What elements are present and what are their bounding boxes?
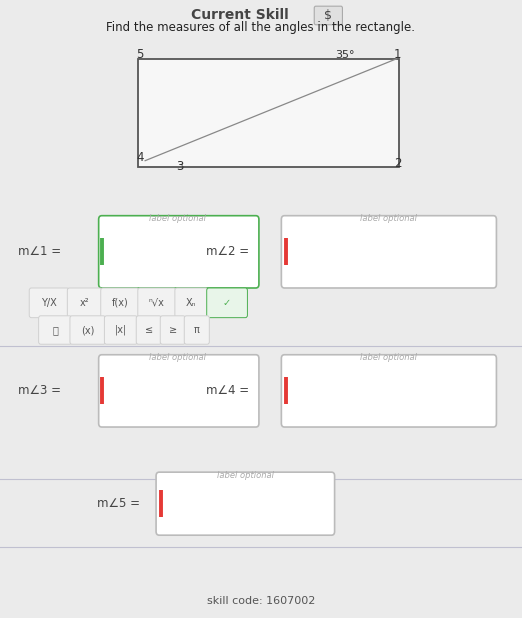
Text: ≥: ≥ xyxy=(169,325,177,335)
Text: m∠5 =: m∠5 = xyxy=(97,497,139,510)
Text: Find the measures of all the angles in the rectangle.: Find the measures of all the angles in t… xyxy=(106,21,416,35)
FancyBboxPatch shape xyxy=(281,355,496,427)
Text: π: π xyxy=(194,325,200,335)
Text: $: $ xyxy=(324,9,333,22)
Text: |x|: |x| xyxy=(115,325,127,335)
FancyBboxPatch shape xyxy=(39,316,72,344)
FancyBboxPatch shape xyxy=(184,316,209,344)
Text: label optional: label optional xyxy=(360,214,418,222)
Text: label optional: label optional xyxy=(149,214,206,222)
Text: m∠3 =: m∠3 = xyxy=(18,384,61,397)
Text: 5: 5 xyxy=(136,48,144,61)
Text: Xₙ: Xₙ xyxy=(186,298,197,308)
Text: Y/X: Y/X xyxy=(41,298,57,308)
Text: 3: 3 xyxy=(176,160,184,174)
FancyBboxPatch shape xyxy=(314,6,342,25)
FancyBboxPatch shape xyxy=(281,216,496,288)
Text: m∠1 =: m∠1 = xyxy=(18,245,62,258)
Text: 4: 4 xyxy=(136,151,144,164)
FancyBboxPatch shape xyxy=(160,316,185,344)
Text: m∠2 =: m∠2 = xyxy=(206,245,250,258)
Text: 35°: 35° xyxy=(335,50,354,60)
Text: (x): (x) xyxy=(81,325,94,335)
FancyBboxPatch shape xyxy=(99,355,259,427)
Text: m∠4 =: m∠4 = xyxy=(206,384,250,397)
FancyBboxPatch shape xyxy=(29,288,69,318)
FancyBboxPatch shape xyxy=(207,288,247,318)
Text: label optional: label optional xyxy=(149,353,206,362)
FancyBboxPatch shape xyxy=(70,316,105,344)
Text: label optional: label optional xyxy=(360,353,418,362)
Bar xyxy=(138,59,399,167)
Text: label optional: label optional xyxy=(217,471,274,480)
FancyBboxPatch shape xyxy=(175,288,208,318)
Text: ⁿ√x: ⁿ√x xyxy=(149,298,165,308)
Text: f(x): f(x) xyxy=(111,298,128,308)
Text: x²: x² xyxy=(80,298,89,308)
Text: ≤: ≤ xyxy=(145,325,153,335)
Text: Current Skill: Current Skill xyxy=(191,9,289,22)
FancyBboxPatch shape xyxy=(101,288,139,318)
FancyBboxPatch shape xyxy=(156,472,335,535)
Text: ✓: ✓ xyxy=(223,298,231,308)
Text: 1: 1 xyxy=(394,48,401,61)
FancyBboxPatch shape xyxy=(138,288,176,318)
Text: 2: 2 xyxy=(394,157,401,171)
Text: skill code: 1607002: skill code: 1607002 xyxy=(207,596,315,606)
Text: 🗑: 🗑 xyxy=(52,325,58,335)
FancyBboxPatch shape xyxy=(99,216,259,288)
FancyBboxPatch shape xyxy=(136,316,161,344)
FancyBboxPatch shape xyxy=(67,288,102,318)
FancyBboxPatch shape xyxy=(104,316,137,344)
